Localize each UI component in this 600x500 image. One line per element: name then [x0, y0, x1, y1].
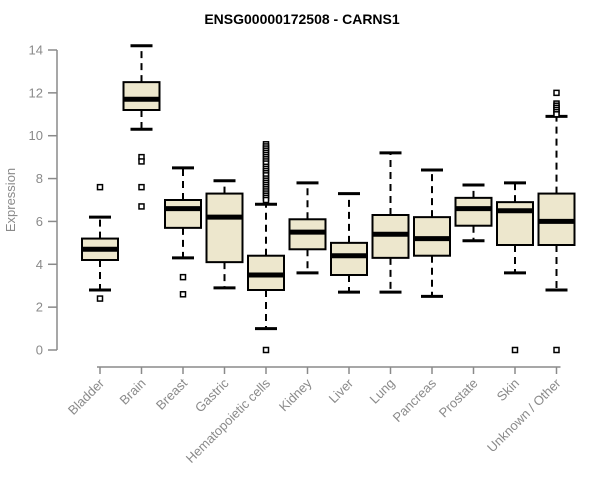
box-group-breast	[164, 166, 202, 298]
box-group-bladder	[81, 183, 119, 302]
y-tick-label-12: 12	[29, 85, 43, 100]
outlier-hematopoietic-cells-26	[262, 346, 270, 354]
outlier-unknown-other-6	[553, 111, 560, 118]
x-tick-label-gastric: Gastric	[192, 375, 232, 415]
iqr-box-liver	[330, 241, 368, 277]
x-tick-label-skin: Skin	[494, 376, 522, 404]
box-group-gastric	[205, 179, 244, 290]
x-tick-label-brain: Brain	[117, 376, 149, 408]
outlier-unknown-other-7	[553, 346, 560, 354]
box-group-liver	[330, 192, 368, 294]
y-tick-label-6: 6	[36, 214, 43, 229]
box-group-prostate	[454, 183, 493, 243]
outlier-hematopoietic-cells-25	[262, 196, 270, 204]
iqr-box-gastric	[205, 192, 244, 264]
outlier-breast-1	[179, 291, 187, 298]
outlier-bladder-1	[96, 295, 104, 302]
x-tick-label-breast: Breast	[153, 375, 190, 412]
box-group-unknown-other	[537, 89, 576, 354]
y-tick-label-10: 10	[29, 128, 43, 143]
outlier-skin-0	[511, 346, 519, 354]
outlier-brain-1	[138, 158, 145, 165]
iqr-box-prostate	[454, 196, 493, 227]
y-tick-label-0: 0	[36, 343, 43, 358]
outlier-bladder-0	[96, 183, 104, 191]
box-group-skin	[496, 181, 534, 354]
boxes-layer	[81, 44, 576, 354]
box-group-pancreas	[413, 168, 451, 298]
outlier-brain-2	[138, 183, 145, 191]
box-group-brain	[122, 44, 161, 210]
chart-title: ENSG00000172508 - CARNS1	[204, 11, 400, 27]
x-tick-label-prostate: Prostate	[436, 376, 481, 421]
y-tick-label-4: 4	[36, 257, 43, 272]
outlier-brain-3	[138, 203, 145, 210]
y-tick-label-8: 8	[36, 171, 43, 186]
box-group-lung	[371, 151, 410, 294]
iqr-box-breast	[164, 199, 202, 229]
iqr-box-brain	[122, 81, 161, 112]
x-tick-label-liver: Liver	[326, 375, 357, 406]
box-group-hematopoietic-cells	[247, 141, 285, 354]
outlier-unknown-other-0	[553, 89, 560, 97]
y-axis-title: Expression	[3, 168, 18, 232]
y-tick-label-14: 14	[29, 43, 43, 58]
outlier-breast-0	[179, 273, 187, 281]
x-tick-label-lung: Lung	[367, 376, 398, 407]
y-tick-label-2: 2	[36, 300, 43, 315]
x-tick-label-pancreas: Pancreas	[390, 375, 440, 425]
x-tick-label-kidney: Kidney	[276, 375, 315, 414]
x-tick-label-unknown-other: Unknown / Other	[484, 375, 564, 455]
x-tick-label-bladder: Bladder	[65, 375, 108, 418]
box-group-kidney	[288, 181, 327, 275]
